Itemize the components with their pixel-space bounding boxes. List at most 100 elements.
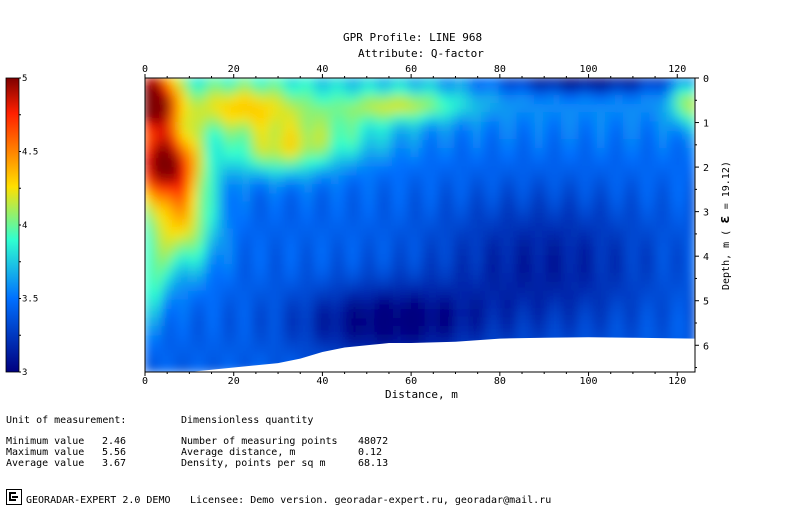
heatmap-cell <box>356 281 368 293</box>
heatmap-cell <box>250 299 262 311</box>
heatmap-cell <box>676 308 688 320</box>
heatmap-cell <box>241 192 253 204</box>
heatmap-cell <box>596 237 608 249</box>
heatmap-cell <box>294 344 306 356</box>
heatmap-cell <box>534 94 546 106</box>
heatmap-cell <box>294 255 306 267</box>
heatmap-cell <box>161 210 173 222</box>
heatmap-cell <box>410 94 421 106</box>
heatmap-cell <box>348 246 359 258</box>
heatmap-cell <box>241 273 253 284</box>
heatmap-cell <box>392 308 404 320</box>
heatmap-cell <box>356 192 368 204</box>
heatmap-cell <box>516 201 528 213</box>
heatmap-cell <box>339 281 351 293</box>
heatmap-cell <box>383 130 395 142</box>
heatmap-cell <box>463 210 475 222</box>
heatmap-cell <box>578 326 590 338</box>
heatmap-cell <box>419 210 430 222</box>
heatmap-cell <box>330 121 342 133</box>
heatmap-cell <box>481 290 492 302</box>
heatmap-cell <box>436 175 448 186</box>
heatmap-cell <box>401 299 413 311</box>
heatmap-cell <box>214 237 226 249</box>
heatmap-cell <box>321 228 333 240</box>
heatmap-cell <box>463 317 475 329</box>
heatmap-cell <box>489 273 501 284</box>
heatmap-cell <box>339 228 351 240</box>
heatmap-cell <box>649 210 661 222</box>
heatmap-cell <box>206 175 217 186</box>
heatmap-cell <box>605 94 617 106</box>
heatmap-cell <box>631 85 643 97</box>
heatmap-cell <box>179 210 191 222</box>
heatmap-cell <box>170 85 182 97</box>
heatmap-cell <box>285 344 297 356</box>
heatmap-cell <box>285 166 297 177</box>
heatmap-cell <box>206 210 217 222</box>
heatmap-cell <box>481 210 492 222</box>
heatmap-cell <box>268 308 280 320</box>
heatmap-cell <box>348 112 359 124</box>
heatmap-cell <box>356 210 368 222</box>
heatmap-cell <box>152 344 164 356</box>
heatmap-cell <box>285 290 297 302</box>
heatmap-cell <box>427 299 439 311</box>
heatmap-cell <box>516 273 528 284</box>
heatmap-cell <box>241 228 253 240</box>
heatmap-cell <box>188 326 200 338</box>
heatmap-cell <box>445 112 457 124</box>
heatmap-cell <box>303 290 315 302</box>
heatmap-cell <box>392 210 404 222</box>
heatmap-cell <box>250 255 262 267</box>
heatmap-cell <box>463 228 475 240</box>
heatmap-cell <box>356 264 368 275</box>
heatmap-cell <box>348 94 359 106</box>
heatmap-cell <box>206 264 217 275</box>
heatmap-cell <box>259 317 271 329</box>
heatmap-cell <box>152 281 164 293</box>
heatmap-cell <box>206 228 217 240</box>
heatmap-cell <box>188 281 200 293</box>
heatmap-cell <box>685 281 695 293</box>
heatmap-cell <box>259 139 271 151</box>
heatmap-cell <box>631 112 643 124</box>
heatmap-cell <box>223 228 235 240</box>
heatmap-cell <box>259 353 271 365</box>
heatmap-cell <box>145 166 155 177</box>
heatmap-cell <box>330 192 342 204</box>
heatmap-cell <box>569 228 581 240</box>
heatmap-cell <box>436 281 448 293</box>
heatmap-cell <box>214 183 226 195</box>
heatmap-cell <box>481 273 492 284</box>
heatmap-cell <box>445 273 457 284</box>
heatmap-cell <box>481 219 492 231</box>
heatmap-cell <box>427 308 439 320</box>
heatmap-cell <box>436 335 448 347</box>
heatmap-cell <box>188 139 200 151</box>
heatmap-cell <box>454 94 466 106</box>
heatmap-cell <box>374 264 386 275</box>
heatmap-cell <box>303 121 315 133</box>
heatmap-cell <box>614 237 626 249</box>
heatmap-cell <box>463 246 475 258</box>
heatmap-cell <box>640 299 652 311</box>
heatmap-cell <box>259 228 271 240</box>
heatmap-cell <box>145 344 155 356</box>
heatmap-cell <box>676 112 688 124</box>
heatmap-cell <box>365 317 377 329</box>
heatmap-cell <box>605 112 617 124</box>
heatmap-cell <box>472 246 484 258</box>
heatmap-cell <box>623 175 634 186</box>
heatmap-cell <box>339 273 351 284</box>
heatmap-cell <box>605 246 617 258</box>
heatmap-cell <box>383 85 395 97</box>
heatmap-cell <box>489 326 501 338</box>
heatmap-cell <box>303 192 315 204</box>
heatmap-cell <box>330 94 342 106</box>
heatmap-cell <box>383 273 395 284</box>
heatmap-cell <box>498 228 510 240</box>
heatmap-cell <box>685 237 695 249</box>
heatmap-cell <box>498 281 510 293</box>
heatmap-cell <box>419 130 430 142</box>
